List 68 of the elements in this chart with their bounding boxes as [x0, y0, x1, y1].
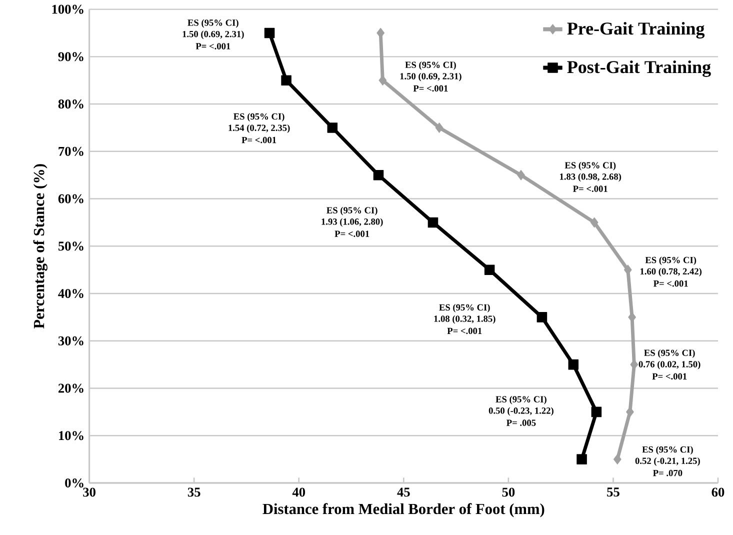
point [428, 217, 438, 228]
point [576, 454, 587, 464]
point [327, 122, 338, 133]
annotation: P= .070 [653, 470, 682, 476]
y-tick-label: 10% [58, 431, 84, 440]
point [264, 28, 275, 38]
annotation: 0.76 (0.02, 1.50) [638, 360, 700, 370]
annotation: P= <.001 [654, 280, 688, 287]
annotation: 0.52 (-0.21, 1.25) [635, 457, 700, 466]
annotation: P= <.001 [447, 328, 482, 334]
y-tick-label: 0% [65, 478, 84, 488]
legend-label: Post-Gait Training [567, 60, 711, 77]
annotation: P= .005 [506, 420, 536, 426]
point [435, 122, 444, 133]
annotation: P= <.001 [334, 230, 370, 237]
point [484, 264, 495, 275]
annotation: ES (95% CI) [564, 162, 616, 170]
y-tick-label: 30% [58, 336, 84, 346]
y-tick-label: 60% [58, 194, 84, 204]
annotation: ES (95% CI) [644, 349, 695, 358]
point [626, 406, 634, 418]
y-tick-label: 90% [58, 52, 84, 62]
annotation: P= <.001 [573, 186, 608, 192]
annotation: 1.54 (0.72, 2.35) [228, 124, 290, 133]
annotation: 1.93 (1.06, 2.80) [322, 218, 383, 227]
y-tick-label: 20% [58, 384, 84, 393]
point [281, 75, 292, 86]
annotation: P= <.001 [652, 373, 687, 380]
x-tick-label: 35 [188, 488, 200, 497]
x-tick-label: 45 [397, 488, 410, 497]
annotation: P= <.001 [242, 136, 276, 144]
point [613, 454, 622, 464]
annotation: P= <.001 [413, 85, 448, 92]
annotation: 1.83 (0.98, 2.68) [560, 173, 622, 182]
x-tick-label: 40 [292, 488, 306, 497]
annotation: ES (95% CI) [645, 256, 696, 266]
point [568, 359, 579, 370]
annotation: ES (95% CI) [188, 19, 238, 28]
x-tick-label: 60 [712, 488, 724, 497]
annotation: 1.60 (0.78, 2.42) [640, 268, 702, 276]
point [591, 406, 602, 418]
x-tick-label: 30 [83, 488, 96, 497]
annotation: ES (95% CI) [234, 113, 284, 122]
annotation: ES (95% CI) [496, 396, 546, 404]
annotation: ES (95% CI) [326, 206, 378, 216]
point [590, 217, 598, 228]
y-tick-label: 50% [58, 242, 84, 251]
y-tick-label: 40% [58, 288, 84, 298]
legend-label: Pre-Gait Training [567, 22, 705, 38]
annotation: 1.50 (0.69, 2.31) [400, 72, 462, 82]
point [517, 170, 525, 180]
annotation: ES (95% CI) [439, 304, 490, 312]
point [624, 264, 632, 275]
x-tick-label: 50 [502, 488, 515, 497]
point [373, 170, 384, 180]
y-tick-label: 80% [58, 100, 84, 109]
annotation: 1.08 (0.32, 1.85) [434, 315, 496, 324]
point [536, 312, 548, 322]
x-tick-label: 55 [607, 488, 620, 497]
x-axis-title: Distance from Medial Border of Foot (mm) [262, 503, 544, 518]
annotation: ES (95% CI) [405, 61, 456, 70]
y-tick-label: 100% [52, 4, 84, 14]
annotation: 0.50 (-0.23, 1.22) [488, 407, 554, 416]
annotation: ES (95% CI) [642, 446, 693, 455]
annotation: 1.50 (0.69, 2.31) [182, 30, 244, 40]
y-tick-label: 70% [58, 146, 84, 156]
annotation: P= <.001 [196, 43, 230, 50]
y-axis-title: Percentage of Stance (%) [33, 164, 48, 329]
